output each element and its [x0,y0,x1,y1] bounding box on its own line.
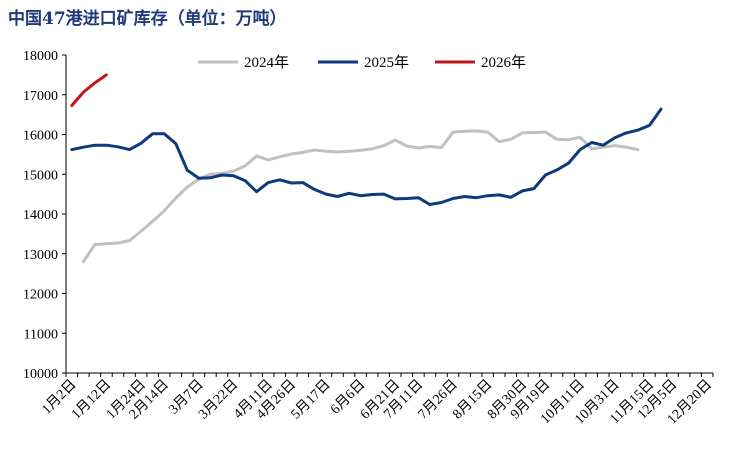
series-line-0 [81,129,640,264]
y-tick-label: 13000 [23,248,58,263]
y-tick-label: 15000 [23,168,58,183]
y-tick-label: 11000 [24,327,58,342]
axes [65,55,714,377]
legend-label-0: 2024年 [244,54,289,71]
y-tick-label: 17000 [23,89,58,104]
y-tick-label: 16000 [23,129,58,144]
y-tick-label: 12000 [23,288,58,303]
series-line-1 [70,107,663,206]
x-tick-label: 5月17日 [288,377,334,423]
y-tick-label: 18000 [23,49,58,64]
y-axis-ticks: 10000 11000 12000 13000 14000 15000 16000 17000… [23,49,66,382]
legend-label-1: 2025年 [364,54,409,71]
y-tick-label: 14000 [23,208,58,223]
legend-label-2: 2026年 [481,54,526,71]
legend: 2024年 2025年 2026年 [198,54,526,71]
y-tick-label: 10000 [23,367,58,382]
x-axis-labels: 1月2日1月12日1月24日2月14日3月7日3月22日4月11日4月26日5月… [39,377,715,428]
series-line-2 [70,73,108,107]
chart-title: 中国47港进口矿库存（单位：万吨） [8,9,287,29]
series-lines [70,73,663,264]
